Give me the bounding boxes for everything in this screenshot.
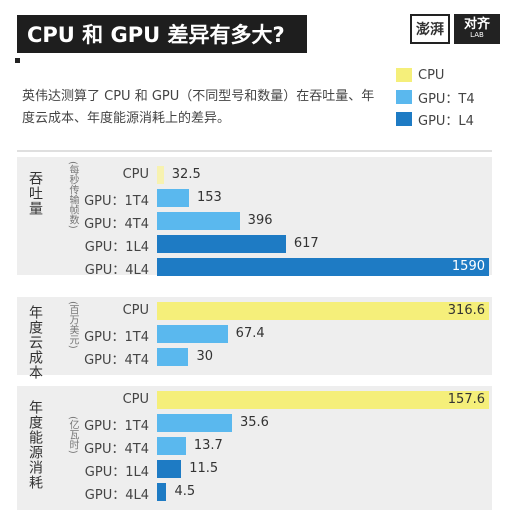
row-label: GPU：1T4 — [84, 194, 149, 209]
value-label: 157.6 — [447, 392, 485, 407]
value-label: 316.6 — [447, 303, 485, 318]
panel-title-text: 吞吐量 — [27, 171, 43, 216]
row-label: GPU：1T4 — [84, 419, 149, 434]
legend-swatch-l4 — [396, 112, 412, 126]
panel-title: 吞吐量 — [27, 171, 43, 220]
brand-logo-primary: 澎湃 — [410, 14, 450, 44]
title-banner: CPU 和 GPU 差异有多大? — [17, 15, 307, 53]
bar — [157, 460, 182, 478]
divider — [17, 150, 492, 152]
bar — [157, 391, 489, 409]
row-label: GPU：4T4 — [84, 217, 149, 232]
row-label: GPU：1L4 — [84, 240, 149, 255]
bar — [157, 325, 228, 343]
legend-label-l4: GPU：L4 — [418, 113, 474, 129]
legend-item-cpu: CPU — [396, 64, 475, 86]
bar — [157, 235, 286, 253]
value-label: 30 — [196, 349, 213, 364]
row-label: GPU：1L4 — [84, 465, 149, 480]
bar — [157, 414, 232, 432]
row-label: CPU — [122, 167, 149, 182]
panel-title-text: 年度云成本 — [27, 305, 43, 380]
panel-title-text: 年度能源消耗 — [27, 400, 43, 490]
row-label: GPU：1T4 — [84, 330, 149, 345]
chart-description: 英伟达测算了 CPU 和 GPU（不同型号和数量）在吞吐量、年度云成本、年度能源… — [22, 89, 375, 126]
value-label: 1590 — [451, 259, 485, 274]
brand-logo: 澎湃 对齐 LAB — [410, 14, 500, 44]
bar — [157, 348, 189, 366]
chart-panel-1: 吞吐量 (每秒传输帧数) CPU 32.5 GPU：1T4 153 GPU：4T4 396 GP… — [17, 157, 492, 278]
value-label: 11.5 — [189, 461, 219, 476]
bar — [157, 483, 167, 501]
bar — [157, 166, 164, 184]
value-label: 4.5 — [174, 484, 196, 499]
bar — [157, 189, 189, 207]
legend-label-cpu: CPU — [418, 67, 445, 83]
legend-swatch-cpu — [396, 68, 412, 82]
row-label: GPU：4T4 — [84, 353, 149, 368]
page-title: CPU 和 GPU 差异有多大? — [27, 23, 285, 47]
brand-logo-secondary: 对齐 LAB — [454, 14, 500, 44]
brand-logo-secondary-sub: LAB — [470, 31, 484, 40]
row-label: GPU：4L4 — [84, 263, 149, 278]
row-label: CPU — [122, 303, 149, 318]
value-label: 67.4 — [235, 326, 265, 341]
panel-title: 年度云成本 — [27, 305, 43, 384]
legend-item-t4: GPU：T4 — [396, 86, 475, 108]
value-label: 35.6 — [239, 415, 269, 430]
value-label: 13.7 — [193, 438, 223, 453]
bar — [157, 302, 489, 320]
row-label: GPU：4L4 — [84, 488, 149, 503]
decorative-dot — [15, 58, 20, 63]
chart-panel-3: 年度能源消耗 (亿瓦时) CPU 157.6 GPU：1T4 35.6 GPU：4T4 13.… — [17, 386, 492, 510]
bar — [157, 258, 489, 276]
legend-item-l4: GPU：L4 — [396, 108, 475, 130]
row-label: GPU：4T4 — [84, 442, 149, 457]
value-label: 32.5 — [171, 167, 201, 182]
panel-unit: (每秒传输帧数) — [67, 161, 78, 229]
chart-legend: CPU GPU：T4 GPU：L4 — [396, 64, 475, 130]
bar — [157, 437, 186, 455]
value-label: 617 — [293, 236, 319, 251]
value-label: 396 — [247, 213, 273, 228]
legend-swatch-t4 — [396, 90, 412, 104]
panel-unit: (亿瓦时) — [67, 416, 78, 454]
panel-title: 年度能源消耗 — [27, 400, 43, 494]
row-label: CPU — [122, 392, 149, 407]
bar — [157, 212, 240, 230]
brand-logo-secondary-text: 对齐 — [463, 17, 490, 32]
legend-label-t4: GPU：T4 — [418, 91, 475, 107]
value-label: 153 — [196, 190, 222, 205]
chart-panel-2: 年度云成本 (百万美元) CPU 316.6 GPU：1T4 67.4 GPU：4T4 30 — [17, 297, 492, 380]
panel-unit: (百万美元) — [67, 301, 78, 349]
